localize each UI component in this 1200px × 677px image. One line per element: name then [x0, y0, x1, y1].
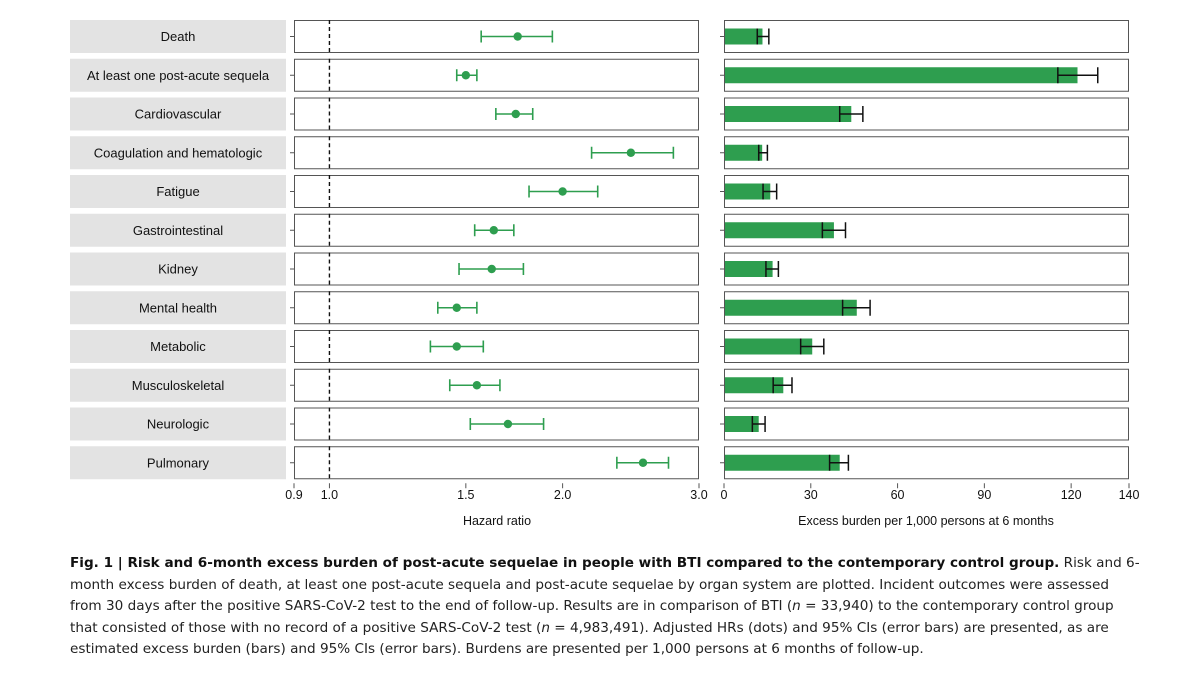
hr-point-cardiovascular — [511, 109, 520, 119]
hr-axis-tick-label-1-0: 1.0 — [321, 488, 338, 502]
category-label-pulmonary: Pulmonary — [147, 455, 210, 470]
bar-row-frame-metabolic — [724, 330, 1129, 363]
category-label-box-musculoskeletal — [70, 368, 286, 402]
forest-row-frame-metabolic — [294, 330, 699, 363]
category-labels: Death At least one post-acute sequela Card… — [70, 20, 286, 480]
forest-row-frame-cardiovascular — [294, 97, 699, 131]
eb-bar-pulmonary — [725, 454, 840, 471]
figure-caption: Fig. 1 | Risk and 6-month excess burden … — [70, 553, 1140, 661]
category-label-neurologic: Neurologic — [147, 417, 210, 432]
eb-axis-tick-label-30: 30 — [804, 488, 818, 502]
excess-burden-axis-title: Excess burden per 1,000 persons at 6 mon… — [798, 514, 1054, 528]
hr-point-pulmonary — [638, 458, 648, 467]
hazard-ratio-forest-plot: 0.9 1.0 1.5 2.0 3.0 — [285, 20, 708, 502]
category-label-box-fatigue — [70, 175, 286, 208]
eb-axis-tick-label-120: 120 — [1061, 488, 1082, 502]
hr-point-fatigue — [558, 187, 567, 196]
eb-bar-musculoskeletal — [725, 377, 784, 394]
hr-point-death — [513, 32, 522, 41]
eb-bar-gastrointestinal — [725, 222, 834, 239]
category-label-coagulation-and-hematologic: Coagulation and hematologic — [94, 145, 263, 160]
category-label-musculoskeletal: Musculoskeletal — [132, 378, 225, 393]
bar-row-frame-kidney — [724, 252, 1129, 286]
excess-burden-bar-chart: 0 30 60 90 120 140 — [720, 20, 1140, 502]
forest-row-frame-coagulation-and-hematologic — [294, 136, 699, 170]
category-label-box-cardiovascular — [70, 97, 286, 131]
hr-point-metabolic — [452, 342, 461, 351]
category-label-box-metabolic — [70, 330, 286, 363]
caption-n1-var: n — [792, 598, 801, 614]
caption-title: Fig. 1 | Risk and 6-month excess burden … — [70, 555, 1060, 571]
bar-row-frame-fatigue — [724, 175, 1129, 208]
eb-bar-fatigue — [725, 183, 771, 200]
forest-row-frame-death — [294, 20, 699, 53]
forest-row-frame-neurologic — [294, 407, 699, 441]
bar-row-frame-neurologic — [724, 407, 1129, 441]
eb-bar-at-least-one-post-acute-sequela — [725, 67, 1078, 84]
eb-axis-tick-label-0: 0 — [721, 488, 728, 502]
caption-text-1: Risk and 6-month excess burden of death,… — [70, 555, 1140, 614]
category-label-death: Death — [161, 29, 196, 44]
hr-point-musculoskeletal — [472, 381, 482, 390]
category-label-box-pulmonary — [70, 446, 286, 480]
category-label-box-at-least-one-post-acute-sequela — [70, 58, 286, 92]
category-label-box-kidney — [70, 252, 286, 286]
category-label-at-least-one-post-acute-sequela: At least one post-acute sequela — [87, 68, 270, 83]
category-label-box-neurologic — [70, 407, 286, 441]
eb-bar-metabolic — [725, 338, 813, 355]
bar-row-frame-gastrointestinal — [724, 213, 1129, 247]
eb-bar-mental-health — [725, 299, 857, 316]
forest-row-frame-mental-health — [294, 291, 699, 325]
category-label-box-mental-health — [70, 291, 286, 325]
hr-axis-tick-label-1-5: 1.5 — [457, 488, 474, 502]
bar-row-frame-musculoskeletal — [724, 368, 1129, 402]
caption-text-2: = 33,940) to the contemporary control gr… — [70, 598, 1114, 636]
hr-axis-tick-label-3-0: 3.0 — [690, 488, 707, 502]
bar-row-frame-death — [724, 20, 1129, 53]
caption-text-3: = 4,983,491). Adjusted HRs (dots) and 95… — [70, 619, 1109, 658]
eb-bar-death — [725, 28, 763, 45]
hr-point-kidney — [487, 264, 496, 274]
eb-axis-tick-label-60: 60 — [891, 488, 905, 502]
category-label-mental-health: Mental health — [139, 300, 217, 315]
caption-n2-var: n — [541, 619, 550, 636]
hr-axis-tick-label-2-0: 2.0 — [554, 488, 571, 502]
bar-row-frame-coagulation-and-hematologic — [724, 136, 1129, 170]
category-label-fatigue: Fatigue — [156, 184, 199, 199]
category-label-box-gastrointestinal — [70, 213, 286, 247]
hazard-ratio-axis-title: Hazard ratio — [463, 514, 531, 528]
hr-point-gastrointestinal — [489, 226, 498, 235]
eb-axis-tick-label-140: 140 — [1119, 488, 1140, 502]
hr-point-mental-health — [452, 303, 461, 312]
hr-point-neurologic — [503, 419, 513, 429]
figure-canvas: Death At least one post-acute sequela Card… — [70, 20, 1140, 528]
hr-point-coagulation-and-hematologic — [626, 148, 636, 157]
bar-row-frame-pulmonary — [724, 446, 1129, 480]
category-label-gastrointestinal: Gastrointestinal — [133, 223, 223, 238]
hr-axis-tick-label-0-9: 0.9 — [285, 488, 302, 502]
bar-row-frame-cardiovascular — [724, 97, 1129, 131]
bar-row-frame-at-least-one-post-acute-sequela — [724, 58, 1129, 92]
forest-row-frame-pulmonary — [294, 446, 699, 480]
eb-bar-kidney — [725, 261, 773, 277]
category-label-box-death — [70, 20, 286, 53]
forest-row-frame-gastrointestinal — [294, 213, 699, 247]
category-label-cardiovascular: Cardiovascular — [135, 107, 222, 122]
category-label-kidney: Kidney — [158, 262, 198, 277]
eb-bar-coagulation-and-hematologic — [725, 144, 763, 161]
forest-row-frame-at-least-one-post-acute-sequela — [294, 58, 699, 92]
category-label-box-coagulation-and-hematologic — [70, 136, 286, 170]
bar-row-frame-mental-health — [724, 291, 1129, 325]
eb-bar-neurologic — [725, 416, 759, 432]
eb-axis-tick-label-90: 90 — [977, 488, 991, 502]
forest-row-frame-fatigue — [294, 175, 699, 208]
hr-point-at-least-one-post-acute-sequela — [461, 71, 471, 80]
eb-bar-cardiovascular — [725, 106, 852, 122]
forest-row-frame-musculoskeletal — [294, 368, 699, 402]
category-label-metabolic: Metabolic — [150, 339, 206, 354]
forest-row-frame-kidney — [294, 252, 699, 286]
